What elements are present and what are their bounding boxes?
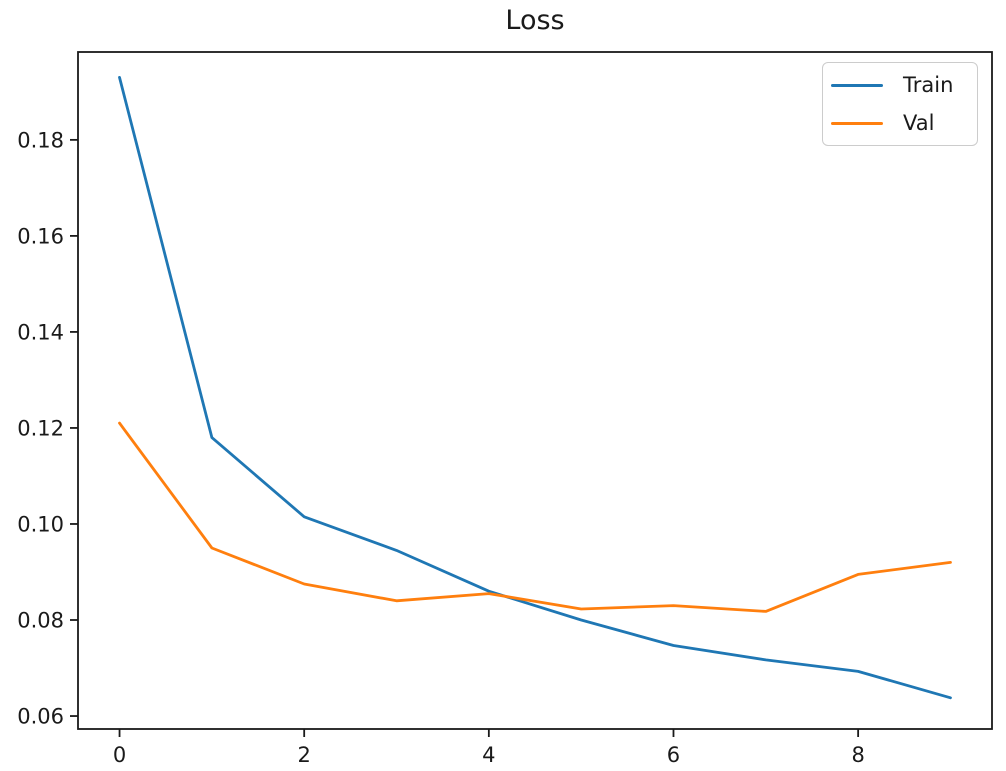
y-axis-tick-label: 0.12 (17, 416, 64, 440)
legend-item-val: Val (823, 104, 977, 142)
y-axis-tick-label: 0.06 (17, 705, 64, 729)
x-axis-tick-label: 2 (298, 743, 311, 767)
x-axis-tick-label: 0 (113, 743, 126, 767)
legend-item-train: Train (823, 66, 977, 104)
y-axis-tick-label: 0.10 (17, 512, 64, 536)
x-axis-tick-label: 6 (667, 743, 680, 767)
y-axis-tick-label: 0.08 (17, 609, 64, 633)
x-axis-tick-label: 8 (851, 743, 864, 767)
y-axis-tick-label: 0.16 (17, 224, 64, 248)
train-line-swatch-icon (831, 83, 883, 87)
val-line (118, 421, 952, 613)
legend-label-train: Train (903, 73, 954, 97)
chart-title: Loss (505, 5, 565, 36)
y-axis-tick-label: 0.18 (17, 128, 64, 152)
y-axis-tick-label: 0.14 (17, 320, 64, 344)
legend: Train Val (822, 62, 978, 146)
val-line-swatch-icon (831, 121, 883, 125)
x-axis-tick-label: 4 (482, 743, 495, 767)
plot-border (77, 51, 993, 730)
train-line (118, 76, 952, 700)
legend-label-val: Val (903, 111, 935, 135)
